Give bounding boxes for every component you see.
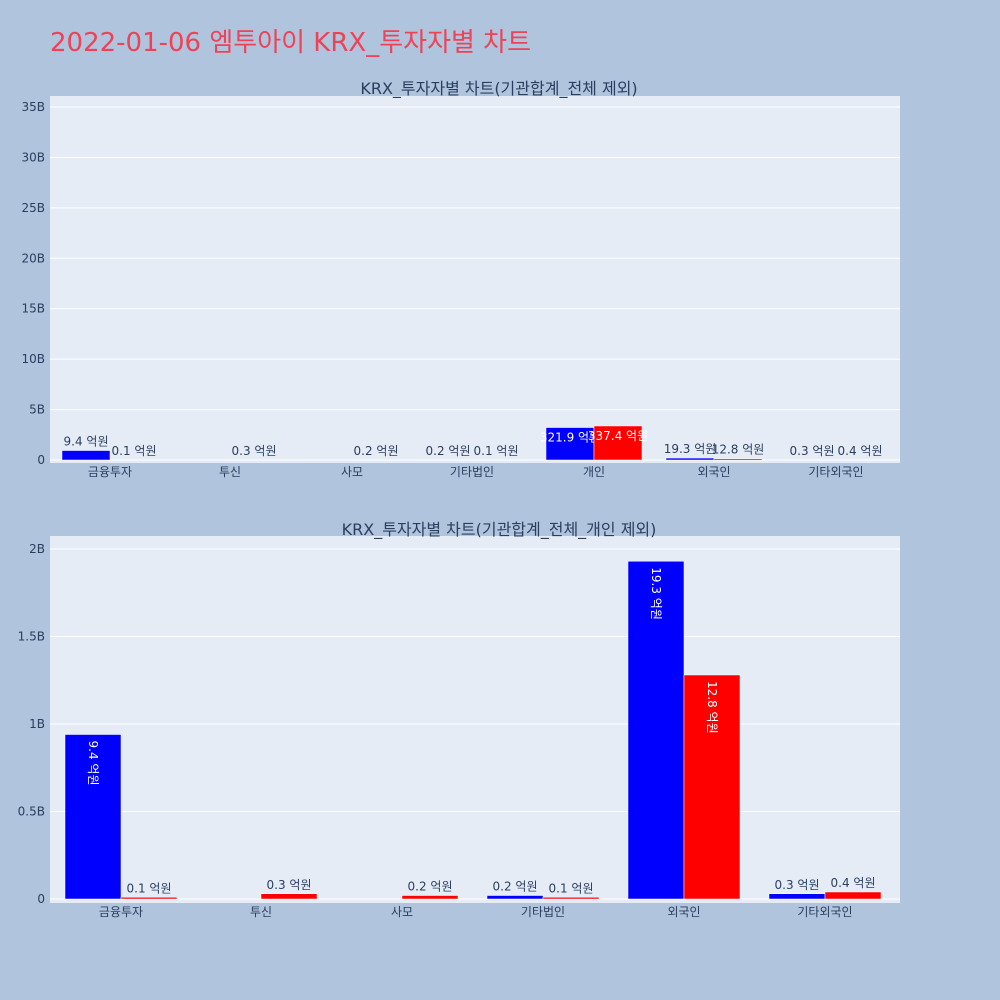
data-label: 0.1 억원	[112, 444, 157, 458]
y-tick-label: 0	[37, 453, 45, 467]
data-label: 9.4 억원	[64, 435, 109, 449]
plot-area	[50, 96, 900, 463]
bar	[627, 561, 685, 900]
data-label: 0.1 억원	[549, 881, 594, 895]
bar	[64, 734, 122, 900]
data-label: 0.3 억원	[775, 878, 820, 892]
y-tick-label: 1.5B	[18, 630, 45, 644]
y-tick-label: 25B	[21, 201, 45, 215]
x-tick-label: 외국인	[697, 465, 730, 479]
x-tick-label: 기타법인	[521, 905, 565, 919]
x-tick-label: 사모	[391, 905, 413, 919]
x-tick-label: 기타법인	[450, 465, 494, 479]
page-title: 2022-01-06 엠투아이 KRX_투자자별 차트	[50, 28, 532, 58]
data-label: 337.4 억원	[588, 429, 648, 443]
y-tick-label: 1B	[29, 717, 45, 731]
x-tick-label: 금융투자	[99, 905, 143, 919]
data-label: 0.1 억원	[127, 881, 172, 895]
bar	[683, 674, 741, 900]
chart-bottom: 0 0.5B 1B 1.5B 2B KRX_투자자별 차트(기관합계_전체_개인 제외) 금…	[18, 520, 900, 919]
y-tick-label: 20B	[21, 251, 45, 265]
bar	[665, 457, 715, 461]
data-label: 19.3 억원	[649, 567, 663, 620]
data-label: 0.4 억원	[838, 444, 883, 458]
chart-title: KRX_투자자별 차트(기관합계_전체_개인 제외)	[342, 520, 657, 540]
x-tick-label: 기타외국인	[797, 905, 852, 919]
bar	[542, 897, 600, 900]
chart-top: 0 5B 10B 15B 20B 25B 30B 35B KRX_투자자별 차트(기관합계_전체…	[21, 79, 900, 479]
bar	[713, 458, 763, 461]
x-tick-label: 투신	[250, 905, 272, 919]
plot-area	[50, 536, 900, 903]
bar	[593, 425, 643, 461]
y-tick-label: 5B	[29, 403, 45, 417]
bar	[486, 895, 544, 900]
data-label: 9.4 억원	[86, 741, 100, 786]
y-tick-label: 30B	[21, 150, 45, 164]
data-label: 12.8 억원	[705, 681, 719, 734]
bar	[824, 891, 882, 900]
bar	[401, 895, 459, 900]
bar	[61, 450, 111, 461]
data-label: 12.8 억원	[712, 443, 765, 457]
y-tick-label: 10B	[21, 352, 45, 366]
data-label: 321.9 억원	[540, 431, 600, 445]
bar	[260, 893, 318, 900]
data-label: 0.3 억원	[790, 444, 835, 458]
y-tick-label: 0	[37, 892, 45, 906]
y-tick-label: 35B	[21, 100, 45, 114]
data-label: 0.3 억원	[267, 878, 312, 892]
data-label: 0.2 억원	[354, 444, 399, 458]
x-tick-label: 기타외국인	[808, 465, 863, 479]
bar	[545, 427, 595, 461]
bar	[768, 893, 826, 900]
x-tick-label: 사모	[341, 465, 363, 479]
x-tick-label: 개인	[583, 465, 605, 479]
y-tick-label: 2B	[29, 542, 45, 556]
x-tick-label: 금융투자	[88, 465, 132, 479]
x-tick-label: 외국인	[667, 905, 700, 919]
y-tick-label: 0.5B	[18, 805, 45, 819]
data-label: 0.3 억원	[232, 444, 277, 458]
data-label: 19.3 억원	[664, 442, 717, 456]
y-tick-label: 15B	[21, 302, 45, 316]
data-label: 0.2 억원	[408, 880, 453, 894]
data-label: 0.2 억원	[426, 444, 471, 458]
chart-title: KRX_투자자별 차트(기관합계_전체 제외)	[360, 79, 637, 99]
data-label: 0.2 억원	[493, 880, 538, 894]
x-tick-label: 투신	[219, 465, 241, 479]
bar	[120, 897, 178, 900]
data-label: 0.4 억원	[831, 876, 876, 890]
data-label: 0.1 억원	[474, 444, 519, 458]
